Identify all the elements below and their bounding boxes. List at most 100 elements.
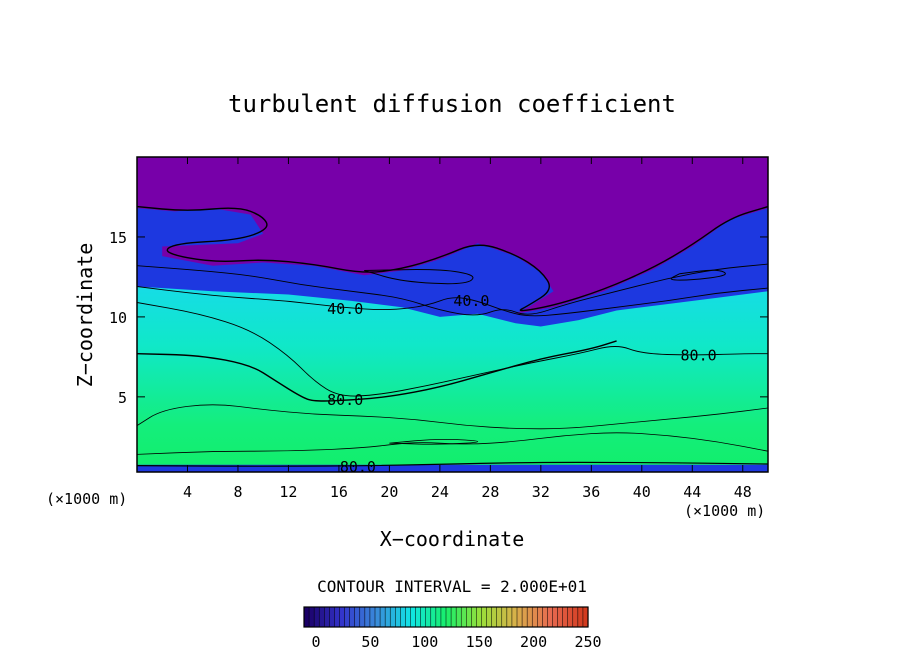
colorbar-cell-9	[349, 606, 356, 628]
colorbar-label-1: 50	[361, 633, 379, 651]
colorbar-cell-8	[344, 606, 351, 628]
contour-label-0: 40.0	[327, 300, 363, 318]
colorbar-cell-43	[521, 606, 528, 628]
colorbar-cell-36	[486, 606, 493, 628]
x-tick-label-8: 8	[233, 483, 242, 501]
colorbar-cell-42	[516, 606, 523, 628]
colorbar-cell-7	[339, 606, 346, 628]
colorbar-cell-49	[552, 606, 559, 628]
colorbar-cell-52	[567, 606, 574, 628]
colorbar	[303, 606, 589, 628]
colorbar-cell-33	[471, 606, 477, 628]
colorbar-cell-35	[481, 606, 488, 628]
y-axis-ticks: 5 10 15	[109, 229, 768, 407]
colorbar-cell-41	[511, 606, 518, 628]
contour-80-surface	[137, 461, 768, 467]
contour-120	[137, 432, 768, 455]
x-axis-ticks: 4 8 12 16 20 24 28 32 36 40 44 48	[183, 157, 752, 501]
colorbar-cell-17	[389, 606, 396, 628]
contour-lines	[137, 205, 768, 467]
contour-island	[364, 269, 474, 285]
colorbar-cell-14	[374, 606, 381, 628]
upper-purple-region	[137, 157, 768, 314]
x-axis-label: X−coordinate	[380, 527, 525, 551]
colorbar-cell-18	[395, 606, 401, 628]
colorbar-label-4: 200	[520, 633, 547, 651]
colorbar-frame	[303, 606, 589, 628]
contour-60	[137, 302, 768, 397]
contour-140	[389, 438, 479, 445]
colorbar-cell-29	[450, 606, 457, 628]
x-tick-label-48: 48	[734, 483, 752, 501]
colorbar-cell-28	[445, 606, 452, 628]
colorbar-cell-10	[354, 606, 361, 628]
colorbar-cell-6	[334, 606, 341, 628]
colorbar-cell-32	[466, 606, 472, 628]
contour-label-4: 80.0	[340, 458, 376, 476]
colorbar-cell-53	[572, 606, 579, 628]
colorbar-cell-11	[359, 606, 366, 628]
contour-interval-label: CONTOUR INTERVAL = 2.000E+01	[317, 577, 587, 596]
contour-island-right	[670, 269, 726, 281]
colorbar-cell-25	[430, 606, 437, 628]
colorbar-cell-45	[531, 606, 538, 628]
colorbar-cell-21	[410, 606, 417, 628]
colorbar-tick-labels: 0 50 100 150 200 250	[311, 633, 601, 651]
x-tick-label-32: 32	[532, 483, 550, 501]
colorbar-cell-39	[501, 606, 508, 628]
x-unit-left: (×1000 m)	[46, 490, 127, 508]
colorbar-cell-3	[318, 606, 325, 628]
plot-area: 40.0 40.0 80.0 80.0 80.0	[137, 157, 768, 476]
colorbar-cell-0	[303, 606, 310, 628]
contour-label-3: 80.0	[681, 346, 717, 364]
colorbar-cell-13	[369, 606, 376, 628]
contour-label-1: 40.0	[453, 292, 489, 310]
contour-20	[137, 263, 768, 316]
contour-0	[137, 205, 768, 312]
colorbar-label-0: 0	[311, 633, 320, 651]
colorbar-cell-50	[557, 606, 564, 628]
colorbar-cell-46	[537, 606, 543, 628]
y-tick-label-15: 15	[109, 229, 127, 247]
colorbar-cell-15	[379, 606, 386, 628]
colorbar-cell-48	[547, 606, 554, 628]
colorbar-cell-44	[526, 606, 533, 628]
colorbar-cell-54	[577, 606, 584, 628]
y-tick-label-10: 10	[109, 309, 127, 327]
colorbar-cell-47	[542, 606, 548, 628]
plot-frame	[136, 156, 769, 473]
y-axis-label: Z−coordinate	[73, 243, 97, 388]
colorbar-label-2: 100	[411, 633, 438, 651]
colorbar-cell-22	[415, 606, 422, 628]
colorbar-cell-16	[384, 606, 391, 628]
contour-80	[137, 340, 617, 402]
contour-100	[137, 404, 768, 430]
contour-label-2: 80.0	[327, 391, 363, 409]
colorbar-cell-38	[496, 606, 503, 628]
colorbar-cell-23	[420, 606, 427, 628]
colorbar-label-5: 250	[574, 633, 601, 651]
contour-labels: 40.0 40.0 80.0 80.0 80.0	[327, 292, 717, 476]
colorbar-cell-37	[491, 606, 498, 628]
x-tick-label-28: 28	[481, 483, 499, 501]
x-tick-label-36: 36	[582, 483, 600, 501]
colorbar-cell-1	[308, 606, 315, 628]
colorbar-cell-4	[324, 606, 330, 628]
x-tick-label-12: 12	[279, 483, 297, 501]
x-tick-label-24: 24	[431, 483, 449, 501]
x-tick-label-40: 40	[633, 483, 651, 501]
colorbar-cell-40	[506, 606, 513, 628]
colorbar-cell-20	[405, 606, 412, 628]
colorbar-label-3: 150	[466, 633, 493, 651]
colorbar-cell-51	[562, 606, 569, 628]
x-tick-label-20: 20	[380, 483, 398, 501]
colorbar-cell-12	[364, 606, 371, 628]
x-tick-label-44: 44	[683, 483, 701, 501]
colorbar-cell-27	[440, 606, 447, 628]
colorbar-cell-31	[460, 606, 467, 628]
colorbar-cell-34	[476, 606, 483, 628]
colorbar-cell-24	[425, 606, 432, 628]
colorbar-cell-2	[313, 606, 320, 628]
x-unit-right: (×1000 m)	[684, 502, 765, 520]
